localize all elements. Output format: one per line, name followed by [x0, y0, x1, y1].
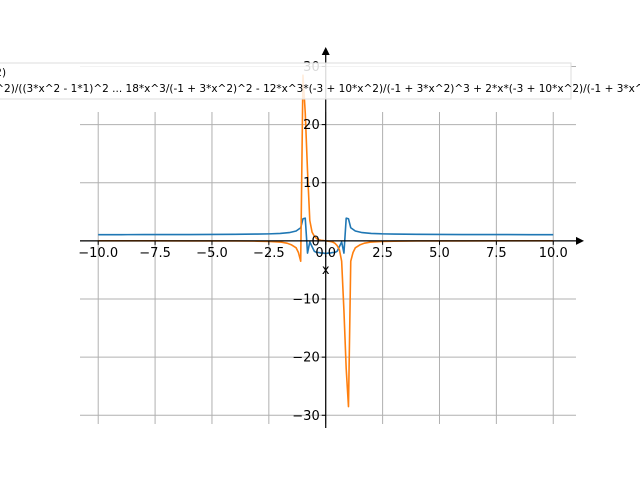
x-tick-label: 7.5 [486, 246, 507, 261]
y-tick-label: 0 [311, 234, 319, 249]
x-tick-label: 5.0 [429, 246, 450, 261]
y-tick-label: −10 [292, 293, 319, 308]
x-tick-label: −10.0 [78, 246, 118, 261]
y-tick-label: −30 [292, 409, 319, 424]
ticks: −10.0 −7.5 −5.0 −2.5 0.0 2.5 5.0 7.5 10.0 −30 −20 −… [78, 60, 567, 424]
legend: (2 - 3*x^2)/((3*x^2 - 1*1)^2) -6*x*(2 - 3… [0, 62, 640, 100]
x-tick-label: 2.5 [372, 246, 393, 261]
legend-frame [0, 62, 572, 100]
x-tick-label: −7.5 [139, 246, 171, 261]
legend-label-1: (2 - 3*x^2)/((3*x^2 - 1*1)^2) [0, 67, 6, 79]
grid [80, 65, 576, 424]
y-tick-label: −20 [292, 351, 319, 366]
y-axis-arrow [321, 47, 330, 55]
x-axis-label: x [322, 263, 330, 278]
x-tick-label: 10.0 [539, 246, 568, 261]
y-tick-label: 20 [303, 118, 320, 133]
x-tick-label: 0.0 [315, 246, 336, 261]
legend-items: (2 - 3*x^2)/((3*x^2 - 1*1)^2) -6*x*(2 - 3… [0, 67, 640, 95]
x-axis-arrow [576, 236, 584, 245]
legend-label-2: -6*x*(2 - 3*x^2)*(-3 + 10*x^2)/((3*x^2 -… [0, 83, 640, 95]
x-tick-label: −5.0 [196, 246, 228, 261]
y-tick-label: 10 [303, 176, 320, 191]
x-tick-label: −2.5 [253, 246, 285, 261]
